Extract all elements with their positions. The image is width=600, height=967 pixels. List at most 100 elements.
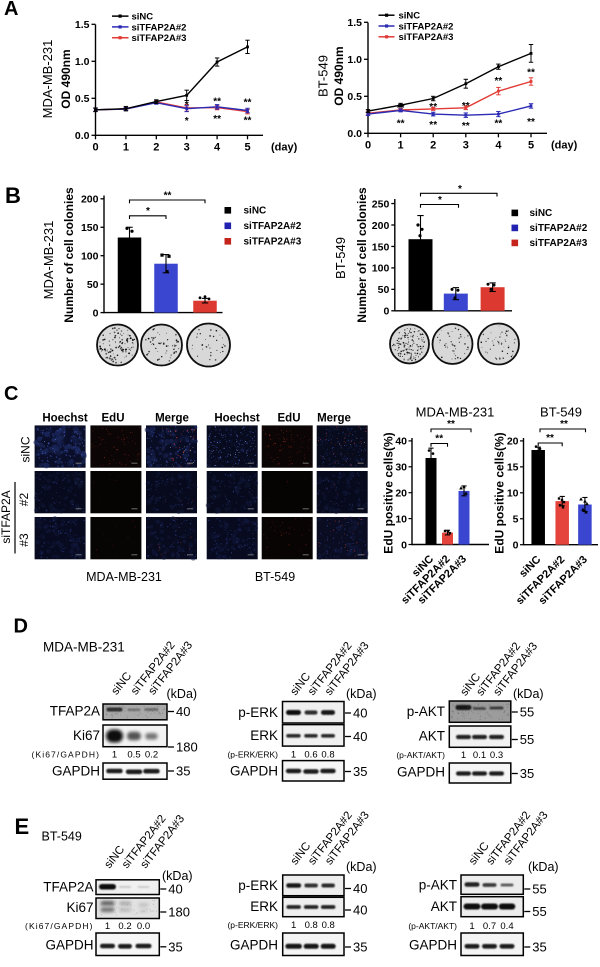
svg-text:BT-549: BT-549 (255, 570, 295, 584)
svg-text:1: 1 (291, 920, 296, 931)
svg-text:15: 15 (507, 462, 519, 474)
svg-text:siNC: siNC (19, 436, 33, 462)
svg-text:OD 490nm: OD 490nm (59, 49, 73, 108)
svg-text:150: 150 (81, 222, 99, 234)
svg-text:180: 180 (176, 740, 198, 755)
svg-text:*: * (185, 116, 189, 127)
svg-text:1: 1 (112, 750, 117, 761)
svg-text:MDA-MB-231: MDA-MB-231 (86, 570, 162, 584)
svg-text:35: 35 (176, 764, 190, 779)
svg-text:EdU: EdU (278, 412, 301, 424)
svg-text:0.8: 0.8 (321, 750, 334, 761)
svg-text:**: ** (527, 68, 535, 79)
svg-text:250: 250 (372, 198, 390, 210)
svg-text:30: 30 (395, 462, 407, 474)
svg-text:D: D (14, 616, 28, 638)
svg-text:(Ki67/GAPDH): (Ki67/GAPDH) (32, 750, 100, 760)
svg-text:Hoechst: Hoechst (214, 412, 260, 424)
svg-text:p-ERK: p-ERK (238, 878, 278, 893)
svg-text:OD 490nm: OD 490nm (332, 46, 346, 105)
svg-text:**: ** (435, 434, 443, 445)
svg-text:1: 1 (123, 141, 129, 153)
svg-text:**: ** (462, 101, 470, 112)
svg-text:(kDa): (kDa) (346, 687, 377, 701)
svg-text:**: ** (429, 120, 437, 131)
svg-text:Number of cell colonies: Number of cell colonies (355, 187, 369, 323)
svg-text:0.6: 0.6 (304, 750, 317, 761)
svg-text:C: C (4, 383, 18, 405)
svg-text:5: 5 (244, 141, 250, 153)
svg-text:ERK: ERK (250, 728, 278, 743)
svg-text:BT-549: BT-549 (333, 237, 348, 279)
svg-text:(kDa): (kDa) (513, 687, 544, 701)
svg-text:Ki67: Ki67 (73, 728, 100, 743)
svg-text:**: ** (213, 114, 221, 125)
svg-text:A: A (4, 0, 18, 20)
svg-text:1.0: 1.0 (75, 56, 90, 68)
svg-text:ERK: ERK (250, 899, 278, 914)
svg-text:siTFAP2A#2: siTFAP2A#2 (530, 223, 588, 234)
svg-text:*: * (438, 195, 442, 206)
svg-text:**: ** (213, 97, 221, 108)
svg-text:0: 0 (513, 540, 519, 552)
svg-text:55: 55 (520, 732, 534, 747)
svg-text:TFAP2A: TFAP2A (43, 880, 93, 895)
svg-text:1.5: 1.5 (75, 19, 90, 31)
svg-text:0.1: 0.1 (473, 750, 486, 761)
svg-text:*: * (458, 184, 462, 195)
svg-text:0.8: 0.8 (305, 920, 318, 931)
svg-text:40: 40 (176, 704, 190, 719)
svg-text:p-AKT: p-AKT (419, 878, 457, 893)
svg-text:**: ** (560, 419, 568, 430)
svg-text:3: 3 (463, 139, 469, 151)
svg-text:40: 40 (353, 706, 367, 721)
svg-text:0.8: 0.8 (322, 920, 335, 931)
svg-text:GAPDH: GAPDH (52, 764, 100, 779)
svg-text:10: 10 (395, 513, 407, 525)
svg-text:siTFAP2A#3: siTFAP2A#3 (244, 236, 302, 247)
svg-text:(Ki67/GAPDH): (Ki67/GAPDH) (25, 921, 93, 931)
svg-text:35: 35 (353, 940, 367, 955)
svg-text:siNC: siNC (530, 208, 553, 219)
svg-text:(day): (day) (551, 139, 578, 151)
svg-text:40: 40 (395, 436, 407, 448)
svg-text:siTFAP2A#3: siTFAP2A#3 (399, 32, 454, 43)
svg-text:2: 2 (153, 141, 159, 153)
svg-text:1: 1 (291, 750, 296, 761)
svg-text:4: 4 (214, 141, 221, 153)
svg-text:GAPDH: GAPDH (409, 938, 457, 953)
svg-text:GAPDH: GAPDH (397, 765, 445, 780)
svg-text:0: 0 (92, 141, 98, 153)
svg-text:**: ** (462, 121, 470, 132)
svg-text:*: * (185, 100, 189, 111)
svg-text:35: 35 (353, 764, 367, 779)
svg-text:(kDa): (kDa) (346, 860, 377, 874)
svg-text:(kDa): (kDa) (167, 687, 198, 701)
svg-text:*: * (146, 206, 150, 217)
svg-text:40: 40 (168, 882, 182, 897)
svg-text:E: E (15, 814, 30, 839)
svg-text:0.5: 0.5 (127, 750, 140, 761)
svg-text:0.2: 0.2 (118, 921, 131, 932)
svg-text:(p-ERK/ERK): (p-ERK/ERK) (227, 750, 278, 760)
svg-text:150: 150 (372, 241, 390, 253)
svg-text:50: 50 (87, 279, 99, 291)
svg-text:5: 5 (513, 514, 519, 526)
svg-text:55: 55 (532, 882, 546, 897)
svg-text:40: 40 (353, 729, 367, 744)
svg-text:1: 1 (105, 921, 110, 932)
svg-text:GAPDH: GAPDH (45, 938, 93, 953)
svg-text:0.3: 0.3 (490, 750, 503, 761)
svg-text:MDA-MB-231: MDA-MB-231 (40, 40, 55, 119)
svg-text:**: ** (244, 98, 252, 109)
svg-text:180: 180 (168, 905, 190, 920)
svg-text:siNC: siNC (132, 12, 154, 23)
svg-text:**: ** (397, 119, 405, 130)
svg-text:20: 20 (507, 436, 519, 448)
svg-text:4: 4 (495, 139, 502, 151)
svg-text:55: 55 (520, 705, 534, 720)
svg-text:0: 0 (93, 307, 99, 319)
svg-text:**: ** (164, 190, 172, 201)
svg-text:0: 0 (401, 539, 407, 551)
svg-text:(p-AKT/AKT): (p-AKT/AKT) (408, 921, 457, 931)
